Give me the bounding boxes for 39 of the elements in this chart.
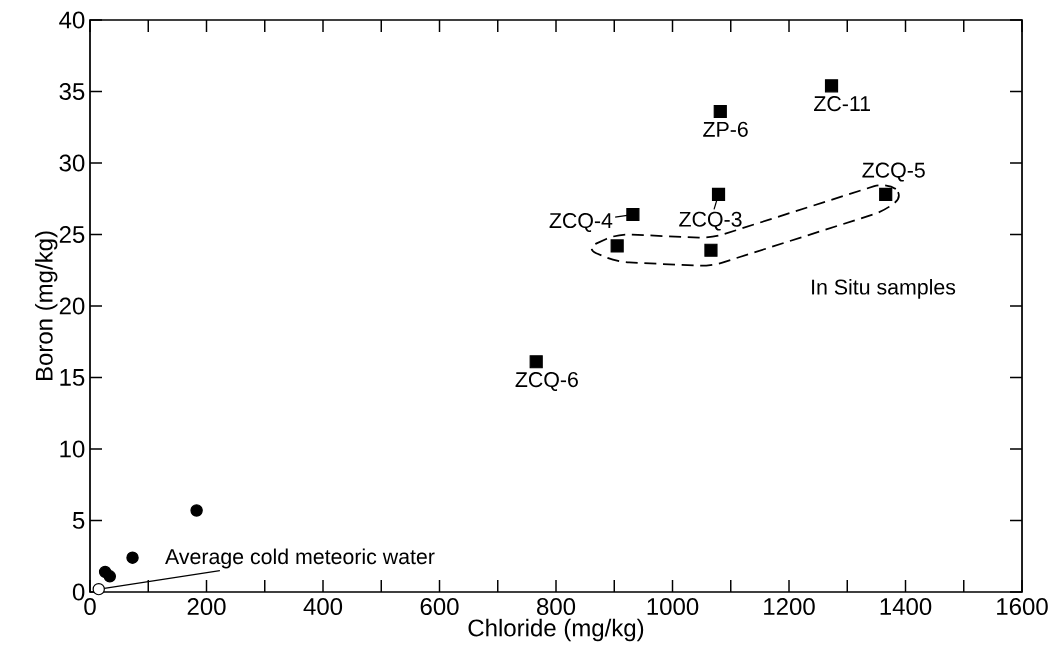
- point: [713, 104, 727, 119]
- x-tick-label: 1000: [647, 598, 699, 616]
- point: [103, 570, 117, 583]
- point: [824, 79, 839, 93]
- point: [879, 187, 893, 202]
- annotation: ZCQ-5: [862, 162, 925, 182]
- x-tick-label: 800: [537, 598, 576, 616]
- point: [190, 504, 203, 517]
- x-tick-label: 1200: [764, 598, 815, 616]
- point: [711, 187, 726, 202]
- y-tick-label: 20: [59, 297, 85, 315]
- annotation: Average cold meteoric water: [165, 548, 435, 569]
- annotation: ZC-11: [814, 96, 870, 112]
- x-axis-title: Chloride (mg/kg): [468, 618, 644, 642]
- point: [126, 551, 139, 564]
- y-tick-label: 0: [72, 583, 85, 601]
- point: [610, 239, 624, 253]
- x-tick-label: 1600: [997, 598, 1048, 616]
- y-tick-label: 5: [72, 512, 85, 529]
- x-tick-label: 0: [84, 598, 96, 616]
- annotation: ZP-6: [703, 121, 748, 137]
- y-tick-label: 25: [59, 225, 85, 243]
- annotation: ZCQ-3: [679, 211, 742, 231]
- annotation: ZCQ-4: [549, 213, 613, 232]
- x-tick-label: 400: [303, 598, 343, 616]
- y-tick-label: 30: [59, 154, 85, 172]
- x-tick-label: 1400: [880, 598, 932, 616]
- y-tick-label: 15: [60, 369, 85, 386]
- y-tick-label: 35: [59, 82, 85, 100]
- y-tick-label: 40: [59, 11, 85, 29]
- x-tick-label: 600: [420, 598, 459, 616]
- point: [704, 243, 718, 257]
- annotation: ZCQ-6: [515, 372, 578, 391]
- x-tick-label: 200: [187, 598, 226, 616]
- text: In Situ samples: [812, 278, 956, 299]
- y-axis-title: Boron (mg/kg): [35, 231, 58, 381]
- point: [626, 207, 640, 222]
- y-tick-label: 10: [60, 440, 85, 458]
- point: [529, 355, 543, 369]
